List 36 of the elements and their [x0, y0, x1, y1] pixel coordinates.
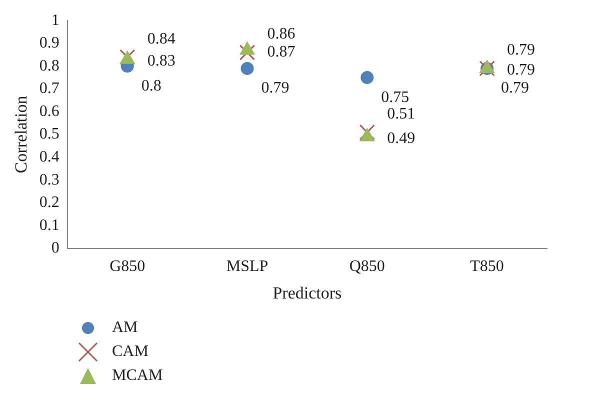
- y-tick-label: 0.7: [39, 80, 60, 98]
- y-tick-label: 0.9: [39, 34, 60, 52]
- x-tick-label: Q850: [349, 258, 385, 276]
- x-tick-label: G850: [110, 258, 146, 276]
- point: [240, 62, 254, 75]
- y-tick-label: 0.8: [39, 57, 60, 74]
- legend-label: CAM: [112, 343, 148, 361]
- data-label: 0.83: [147, 52, 176, 70]
- y-tick-label: 0.1: [39, 216, 60, 234]
- data-label: 0.79: [501, 80, 530, 97]
- y-tick-label: 0.6: [39, 102, 60, 120]
- data-label: 0.79: [507, 42, 536, 59]
- data-label: 0.51: [387, 105, 416, 122]
- data-label: 0.75: [381, 88, 410, 106]
- y-tick-label: 0.3: [39, 171, 60, 188]
- data-label: 0.79: [507, 62, 536, 79]
- y-tick-label: 0.5: [39, 126, 60, 143]
- y-tick-label: 0.2: [39, 194, 60, 212]
- legend-label: MCAM: [112, 367, 163, 385]
- point: [239, 44, 256, 60]
- y-axis-title: Correlation: [12, 95, 31, 174]
- data-label: 0.49: [387, 130, 416, 147]
- data-label: 0.84: [147, 30, 176, 48]
- legend-label: AM: [112, 319, 138, 337]
- x-tick-label: T850: [470, 258, 504, 276]
- point: [359, 124, 375, 140]
- y-tick-label: 0.4: [39, 148, 60, 166]
- x-axis-title: Predictors: [272, 283, 342, 302]
- data-label: 0.8: [141, 77, 162, 94]
- x-tick-label: MSLP: [226, 258, 268, 276]
- y-tick-label: 0: [51, 240, 60, 257]
- point: [360, 71, 374, 84]
- data-label: 0.86: [267, 26, 296, 43]
- data-label: 0.87: [267, 43, 296, 60]
- y-tick-label: 1: [51, 12, 60, 29]
- data-label: 0.79: [261, 80, 290, 97]
